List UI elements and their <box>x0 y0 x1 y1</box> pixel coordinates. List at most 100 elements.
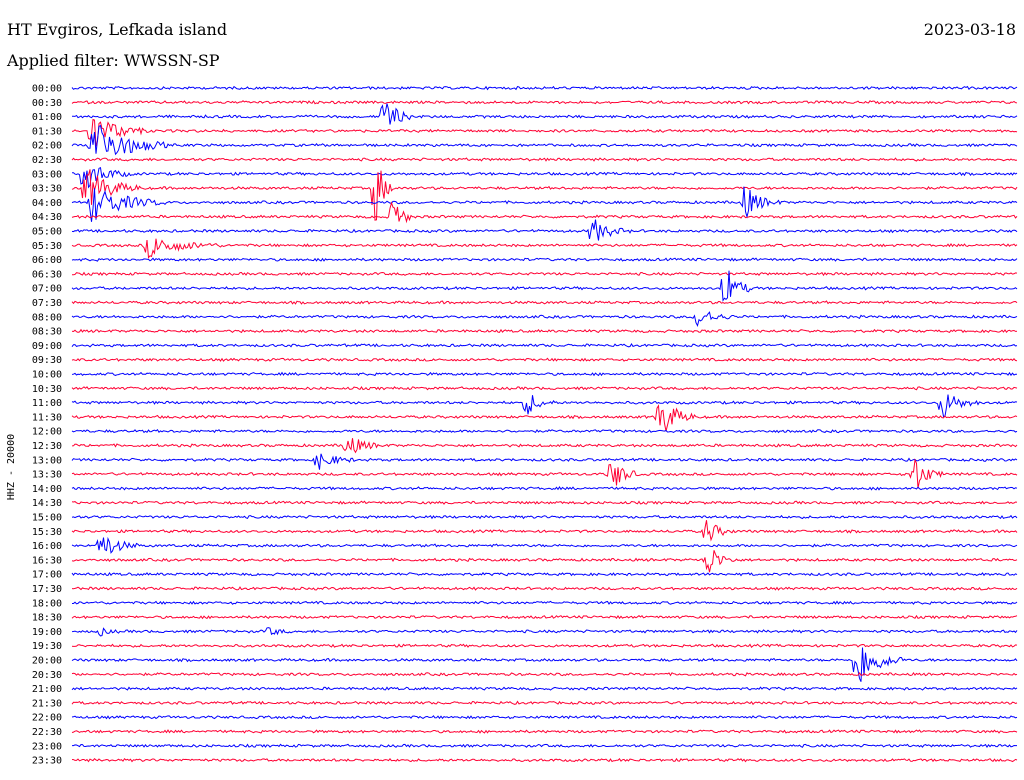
row-label: 22:00 <box>32 713 62 724</box>
row-label: 20:00 <box>32 656 62 667</box>
row-label: 19:00 <box>32 627 62 638</box>
trace-line <box>72 167 1018 189</box>
trace-line <box>71 438 1018 454</box>
trace-line <box>71 238 1018 259</box>
trace-line <box>71 169 1018 221</box>
trace-line <box>72 103 1018 125</box>
trace-line <box>71 757 1018 763</box>
trace-line <box>71 186 1018 222</box>
trace-line <box>71 729 1018 734</box>
row-label: 18:30 <box>32 613 62 624</box>
trace-line <box>71 686 1018 691</box>
row-label: 09:30 <box>32 355 62 366</box>
row-label: 03:30 <box>32 184 62 195</box>
row-label: 10:00 <box>32 370 62 381</box>
trace-line <box>71 118 1018 147</box>
row-label: 09:00 <box>32 341 62 352</box>
row-label: 12:00 <box>32 427 62 438</box>
trace-line <box>71 201 1018 224</box>
trace-line <box>71 627 1018 637</box>
y-axis-label: HHZ - 20000 <box>6 434 17 500</box>
trace-line <box>71 671 1018 677</box>
trace-line <box>71 85 1018 91</box>
trace-line <box>71 357 1018 362</box>
trace-line <box>71 571 1018 577</box>
trace-line <box>71 500 1018 505</box>
trace-line <box>71 550 1018 573</box>
trace-line <box>71 371 1017 377</box>
trace-line <box>71 311 1018 327</box>
trace-line <box>71 270 1018 302</box>
trace-line <box>71 386 1018 391</box>
row-label: 16:30 <box>32 555 62 566</box>
row-label: 23:30 <box>32 756 62 767</box>
row-label: 17:00 <box>32 570 62 581</box>
trace-line <box>71 643 1018 648</box>
row-label: 22:30 <box>32 727 62 738</box>
row-label: 19:30 <box>32 641 62 652</box>
row-label: 14:30 <box>32 498 62 509</box>
row-label: 18:00 <box>32 598 62 609</box>
trace-line <box>71 486 1018 491</box>
row-label: 03:00 <box>32 169 62 180</box>
trace-line <box>71 647 1018 682</box>
trace-line <box>71 394 1018 418</box>
trace-line <box>71 124 1018 156</box>
row-label: 06:30 <box>32 269 62 280</box>
trace-line <box>72 743 1017 749</box>
row-label: 04:30 <box>32 212 62 223</box>
row-label: 15:00 <box>32 513 62 524</box>
row-label: 07:30 <box>32 298 62 309</box>
row-label: 21:00 <box>32 684 62 695</box>
row-label: 02:00 <box>32 141 62 152</box>
trace-line <box>71 453 1018 470</box>
row-label: 11:30 <box>32 412 62 423</box>
row-label: 10:30 <box>32 384 62 395</box>
row-label: 13:30 <box>32 470 62 481</box>
trace-line <box>71 536 1018 554</box>
trace-line <box>71 458 1018 489</box>
trace-line <box>72 600 1018 605</box>
row-label: 05:00 <box>32 227 62 238</box>
trace-line <box>71 428 1018 434</box>
trace-line <box>71 257 1018 262</box>
trace-line <box>71 343 1018 348</box>
row-label: 21:30 <box>32 698 62 709</box>
row-label: 17:30 <box>32 584 62 595</box>
row-label: 01:00 <box>32 112 62 123</box>
trace-line <box>71 614 1018 620</box>
row-label: 07:00 <box>32 284 62 295</box>
trace-line <box>71 514 1018 520</box>
trace-line <box>71 715 1018 720</box>
row-label: 11:00 <box>32 398 62 409</box>
row-label: 13:00 <box>32 455 62 466</box>
row-label: 00:30 <box>32 98 62 109</box>
trace-line <box>71 219 1018 241</box>
row-label: 15:30 <box>32 527 62 538</box>
filter-label: Applied filter: WWSSN-SP <box>7 51 220 70</box>
date-label: 2023-03-18 <box>923 20 1016 39</box>
row-label: 05:30 <box>32 241 62 252</box>
row-label: 04:00 <box>32 198 62 209</box>
row-label: 16:00 <box>32 541 62 552</box>
row-label: 01:30 <box>32 126 62 137</box>
row-label: 06:00 <box>32 255 62 266</box>
trace-line <box>71 520 1018 542</box>
row-label: 02:30 <box>32 155 62 166</box>
trace-line <box>71 700 1018 706</box>
trace-line <box>71 157 1018 162</box>
row-label: 08:30 <box>32 327 62 338</box>
row-label: 23:00 <box>32 741 62 752</box>
trace-line <box>71 328 1018 334</box>
row-label: 20:30 <box>32 670 62 681</box>
trace-line <box>71 404 1018 432</box>
station-title: HT Evgiros, Lefkada island <box>7 20 228 39</box>
row-label: 12:30 <box>32 441 62 452</box>
row-label: 00:00 <box>32 84 62 95</box>
trace-line <box>71 100 1018 105</box>
trace-line <box>72 271 1018 277</box>
row-label: 14:00 <box>32 484 62 495</box>
trace-line <box>71 300 1018 305</box>
row-label: 08:00 <box>32 312 62 323</box>
